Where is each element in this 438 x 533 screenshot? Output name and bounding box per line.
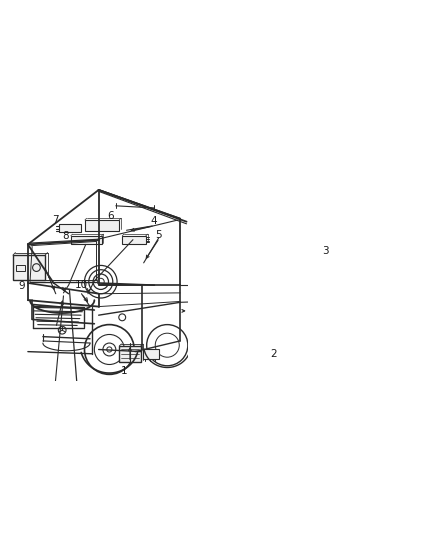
- FancyBboxPatch shape: [13, 255, 45, 280]
- Text: 1: 1: [121, 366, 128, 376]
- Bar: [16, 264, 25, 271]
- FancyBboxPatch shape: [85, 220, 119, 231]
- Text: 7: 7: [53, 215, 59, 225]
- FancyBboxPatch shape: [119, 346, 141, 362]
- FancyBboxPatch shape: [253, 302, 282, 345]
- FancyBboxPatch shape: [122, 236, 146, 244]
- Text: 3: 3: [323, 246, 329, 256]
- Text: 4: 4: [150, 216, 157, 226]
- Text: 6: 6: [107, 211, 114, 221]
- Text: 2: 2: [270, 349, 277, 359]
- Text: 8: 8: [62, 231, 68, 241]
- FancyBboxPatch shape: [59, 224, 81, 232]
- Text: 9: 9: [18, 281, 25, 291]
- Text: 5: 5: [155, 230, 162, 239]
- FancyBboxPatch shape: [143, 350, 159, 359]
- FancyBboxPatch shape: [288, 314, 304, 323]
- FancyBboxPatch shape: [71, 236, 102, 245]
- Text: 10: 10: [75, 280, 88, 290]
- FancyBboxPatch shape: [300, 266, 326, 304]
